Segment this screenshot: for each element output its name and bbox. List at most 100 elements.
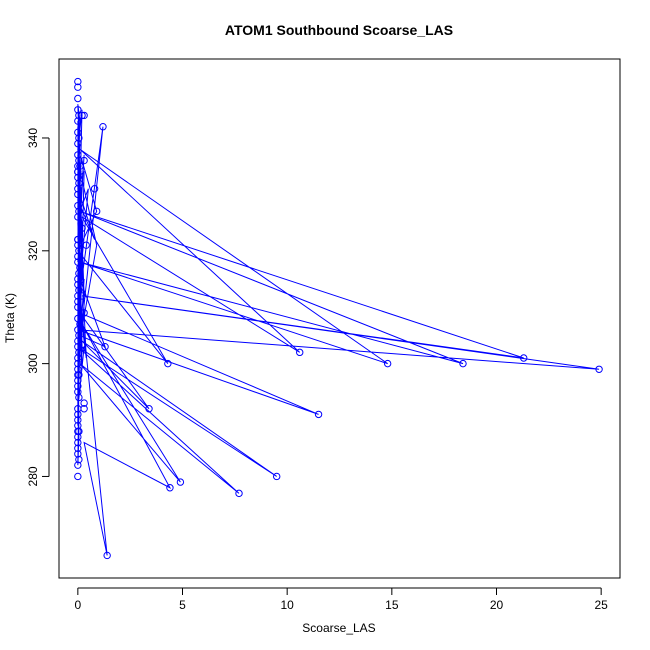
data-point	[92, 207, 101, 216]
y-axis-label: Theta (K)	[3, 293, 17, 343]
data-point	[99, 123, 107, 131]
y-tick-label: 340	[26, 128, 40, 148]
data-point	[459, 359, 467, 368]
data-point	[76, 264, 84, 272]
data-point	[82, 241, 90, 249]
data-point	[75, 393, 83, 402]
data-point	[74, 151, 82, 159]
data-point	[74, 173, 82, 182]
x-tick-label: 10	[280, 598, 294, 612]
data-point	[75, 111, 83, 120]
data-point	[74, 427, 82, 436]
data-point	[74, 376, 82, 385]
points-layer	[74, 77, 603, 560]
x-tick-label: 20	[490, 598, 504, 612]
data-point	[74, 365, 82, 373]
data-point	[273, 472, 281, 481]
data-point	[74, 94, 82, 103]
data-point	[74, 117, 82, 125]
x-tick-label: 25	[594, 598, 608, 612]
data-point	[74, 450, 82, 458]
data-point	[74, 303, 82, 311]
data-point	[75, 247, 83, 255]
data-point	[80, 156, 88, 165]
data-point	[90, 185, 99, 193]
data-point	[75, 348, 83, 357]
y-tick-label: 280	[26, 466, 40, 486]
data-point	[74, 438, 82, 447]
data-point	[235, 489, 243, 498]
data-point	[296, 348, 304, 357]
data-point	[80, 399, 88, 407]
y-axis: 280 300 320 340	[26, 128, 50, 486]
data-point	[74, 162, 82, 170]
data-point	[80, 405, 88, 413]
x-axis: 0 5 10 15 20 25	[74, 587, 608, 612]
series-line	[77, 148, 600, 556]
data-point	[75, 269, 83, 278]
data-point	[75, 179, 83, 187]
data-point	[103, 551, 111, 560]
y-tick-label: 320	[26, 240, 40, 260]
data-point	[383, 359, 392, 368]
data-point	[74, 190, 82, 199]
data-point	[74, 371, 82, 379]
data-point	[78, 224, 86, 232]
data-point	[74, 297, 82, 306]
data-point	[80, 309, 88, 317]
data-point	[74, 421, 82, 430]
data-point	[166, 484, 174, 492]
data-point	[74, 235, 82, 244]
data-point	[78, 292, 86, 300]
data-point	[74, 461, 82, 469]
data-point	[74, 201, 82, 210]
y-tick-label: 300	[26, 353, 40, 373]
x-tick-label: 5	[179, 598, 186, 612]
data-point	[75, 134, 83, 142]
data-point	[80, 111, 88, 120]
data-point	[164, 359, 172, 368]
x-tick-label: 0	[74, 598, 81, 612]
data-point	[74, 354, 82, 362]
data-point	[74, 433, 82, 441]
data-point	[78, 111, 86, 120]
data-point	[74, 472, 82, 481]
data-point	[75, 207, 83, 216]
data-point	[145, 405, 153, 413]
data-point	[74, 359, 82, 368]
data-point	[74, 388, 82, 396]
data-point	[595, 365, 603, 373]
data-point	[74, 83, 82, 91]
x-axis-label: Scoarse_LAS	[302, 621, 375, 635]
plot-frame	[58, 58, 621, 579]
data-point	[74, 343, 82, 351]
data-point	[74, 241, 82, 249]
data-point	[75, 455, 83, 464]
data-point	[314, 410, 323, 419]
x-tick-label: 15	[385, 598, 399, 612]
data-point	[75, 156, 83, 165]
data-point	[74, 410, 82, 419]
data-point	[74, 139, 82, 148]
data-point	[520, 354, 528, 362]
data-point	[101, 343, 109, 351]
data-point	[176, 478, 185, 486]
data-point	[74, 128, 82, 137]
data-point	[74, 77, 82, 86]
data-point	[74, 382, 82, 390]
data-point	[74, 292, 82, 300]
data-point	[74, 280, 82, 289]
data-point	[74, 106, 82, 114]
data-point	[74, 252, 82, 261]
data-point	[75, 331, 83, 340]
data-point	[74, 213, 82, 221]
data-point	[75, 286, 83, 294]
data-point	[74, 444, 82, 452]
data-point	[74, 185, 82, 193]
chart-title: ATOM1 Southbound Scoarse_LAS	[225, 22, 453, 38]
data-point	[74, 416, 82, 424]
data-point	[74, 275, 82, 283]
data-point	[74, 168, 82, 176]
data-point	[74, 337, 82, 345]
